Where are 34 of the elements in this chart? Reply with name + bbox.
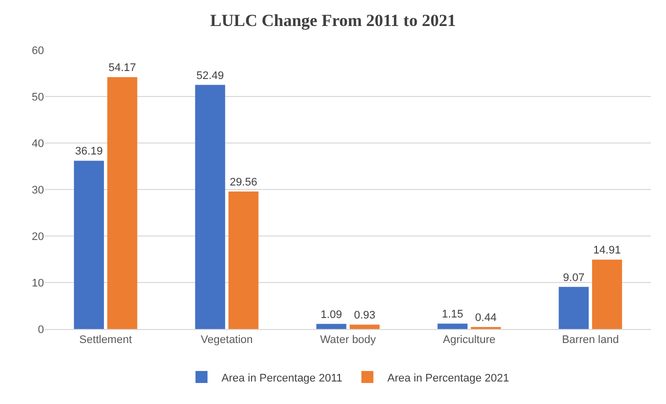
bar <box>558 286 589 329</box>
bar <box>350 324 380 329</box>
data-label: 52.49 <box>196 70 224 82</box>
bar <box>228 192 258 329</box>
bar <box>316 324 346 329</box>
bar <box>592 260 622 329</box>
data-label: 54.17 <box>108 62 136 74</box>
x-tick-label: Water body <box>320 334 376 346</box>
legend-label: Area in Percentage 2021 <box>387 372 510 384</box>
x-tick-label: Agriculture <box>442 334 496 346</box>
chart-title: LULC Change From 2011 to 2021 <box>210 11 456 30</box>
bar <box>438 324 468 329</box>
data-label: 36.19 <box>75 146 103 158</box>
data-label: 29.56 <box>230 176 258 189</box>
data-label: 1.09 <box>320 308 342 321</box>
bar <box>74 160 104 329</box>
data-label: 0.93 <box>354 310 376 322</box>
y-tick-label: 20 <box>32 230 44 243</box>
bar <box>107 77 138 329</box>
y-tick-label: 60 <box>32 44 44 57</box>
data-label: 9.07 <box>563 272 584 284</box>
data-label: 0.44 <box>475 312 497 324</box>
bar <box>195 84 226 329</box>
legend-label: Area in Percentage 2011 <box>222 372 342 384</box>
y-tick-label: 0 <box>38 324 44 336</box>
x-tick-label: Settlement <box>79 334 132 346</box>
y-tick-label: 30 <box>32 184 44 196</box>
data-label: 1.15 <box>442 308 464 321</box>
x-tick-label: Vegetation <box>200 334 253 346</box>
y-tick-label: 40 <box>32 138 44 150</box>
x-tick-label: Barren land <box>562 334 619 346</box>
data-label: 14.91 <box>593 244 621 257</box>
y-tick-label: 10 <box>32 277 44 290</box>
y-tick-label: 50 <box>32 91 44 104</box>
